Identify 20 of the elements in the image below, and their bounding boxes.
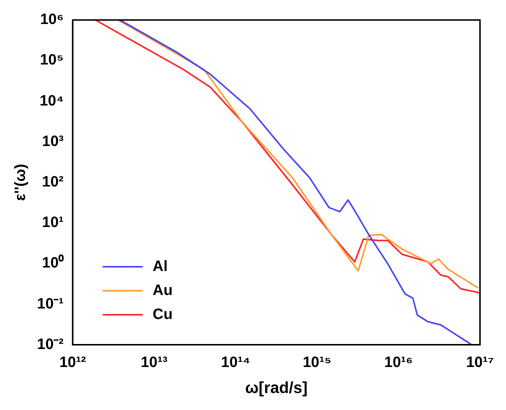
x-tick-label: 10¹² (59, 354, 86, 371)
y-axis-title: ε''(ω) (12, 164, 30, 201)
y-tick-label: 10⁻¹ (36, 295, 64, 312)
y-tick-label: 10¹ (42, 214, 64, 232)
legend-label: Cu (152, 306, 173, 323)
y-tick-label: 10⁵ (40, 52, 64, 69)
y-tick-label: 10³ (42, 132, 64, 150)
x-tick-label: 10¹³ (140, 354, 168, 371)
y-tick-label: 10⁰ (42, 254, 65, 272)
y-tick-label: 10² (42, 174, 64, 191)
x-axis-title: ω[rad/s] (245, 380, 308, 397)
x-tick-label: 10¹⁷ (466, 354, 494, 371)
legend-label: Al (152, 258, 168, 275)
y-tick-label: 10⁶ (40, 11, 64, 28)
x-tick-label: 10¹⁴ (221, 354, 250, 371)
y-tick-label: 10⁴ (40, 92, 64, 110)
y-tick-label: 10⁻² (36, 336, 64, 353)
x-tick-label: 10¹⁵ (302, 354, 332, 371)
x-tick-label: 10¹⁶ (384, 354, 413, 371)
legend-label: Au (152, 282, 173, 299)
